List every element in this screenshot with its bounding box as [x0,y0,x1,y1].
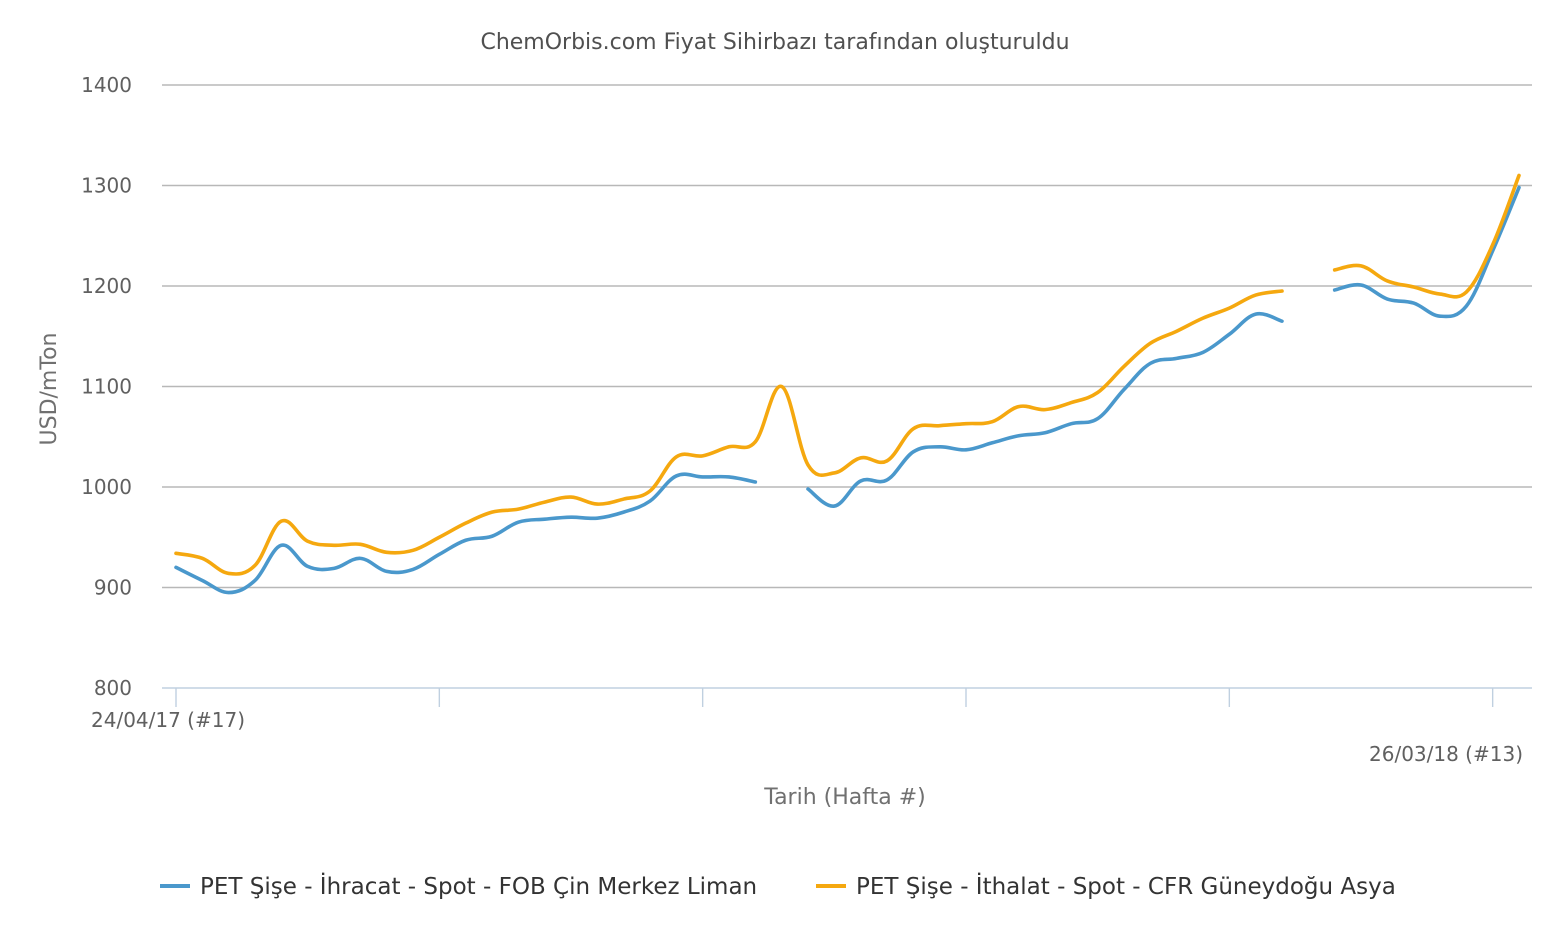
series-1-line-segment-0 [174,289,1284,576]
series-0-line-segment-0 [174,472,758,595]
legend-label-import[interactable]: PET Şişe - İthalat - Spot - CFR Güneydoğ… [856,872,1396,900]
x-axis-title: Tarih (Hafta #) [763,785,925,810]
y-axis-title: USD/mTon [37,333,62,446]
y-tick-label-1000: 1000 [81,475,132,499]
x-axis [162,687,1532,707]
chart-title: ChemOrbis.com Fiyat Sihirbazı tarafından… [480,30,1069,55]
y-tick-label-900: 900 [94,576,132,600]
series-1-line-segment-1 [1332,173,1521,299]
series-0-line-segment-2 [1332,185,1521,319]
y-tick-label-1400: 1400 [81,73,132,97]
y-tick-label-800: 800 [94,676,132,700]
x-start-date-label: 24/04/17 (#17) [91,708,245,732]
y-tick-label-1300: 1300 [81,174,132,198]
y-tick-label-1100: 1100 [81,375,132,399]
legend-label-export[interactable]: PET Şişe - İhracat - Spot - FOB Çin Merk… [200,872,757,900]
y-tick-label-1200: 1200 [81,274,132,298]
legend[interactable]: PET Şişe - İhracat - Spot - FOB Çin Merk… [160,872,1396,900]
series-0-line-segment-1 [806,311,1284,508]
x-end-date-label: 26/03/18 (#13) [1369,742,1523,766]
series-lines [174,173,1521,595]
gridlines [162,84,1532,589]
y-axis-tick-labels: 800 900 1000 1100 1200 1300 1400 [81,73,132,700]
